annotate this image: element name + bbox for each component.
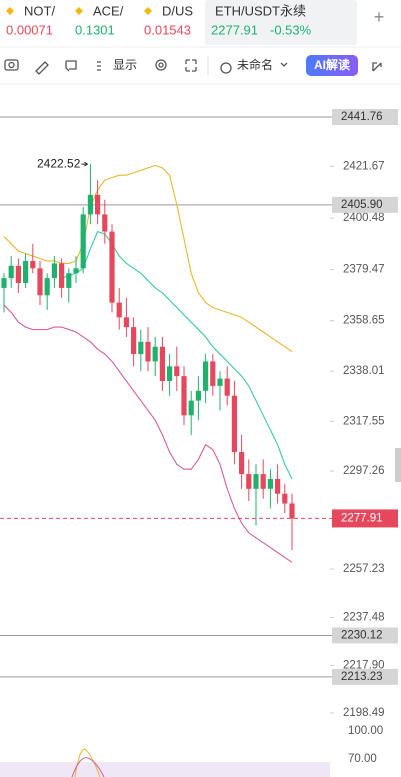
add-tab[interactable]: + xyxy=(374,7,385,27)
candle-body xyxy=(167,366,173,382)
layout-name[interactable]: 未命名 xyxy=(237,57,273,72)
y-tick-label: 2358.65 xyxy=(343,315,385,327)
coin-icon xyxy=(6,7,14,15)
y-tick-label: 2338.01 xyxy=(343,365,385,377)
candle-body xyxy=(203,361,209,391)
indicator-line xyxy=(74,748,101,777)
candle-body xyxy=(239,452,245,475)
tab-price: 0.01543 xyxy=(144,22,191,37)
price-line-label: 2441.76 xyxy=(341,111,383,123)
price-line-label-box xyxy=(332,109,398,126)
candle-body xyxy=(224,378,230,396)
price-line-label: 2213.23 xyxy=(341,671,383,683)
candle-body xyxy=(181,376,187,416)
candle-body xyxy=(87,194,93,215)
candle-body xyxy=(195,390,201,401)
candle-body xyxy=(59,263,65,288)
price-line-label-box xyxy=(332,196,398,213)
y-tick-label: 2317.55 xyxy=(343,415,385,427)
y-tick-label: 2198.49 xyxy=(343,707,385,719)
candle-body xyxy=(44,278,50,296)
candle-body xyxy=(152,346,158,362)
tab-price: 0.1301 xyxy=(75,22,115,37)
price-line-label: 2230.12 xyxy=(341,630,383,642)
indicator-tick-label: 70.00 xyxy=(348,753,377,765)
candle-body xyxy=(131,327,137,355)
candle-body xyxy=(109,231,115,303)
candle-body xyxy=(51,263,57,279)
last-price-box xyxy=(332,509,398,528)
y-tick-label: 2379.47 xyxy=(343,264,385,276)
toolbar-icons[interactable] xyxy=(4,59,382,75)
candle-body xyxy=(289,503,295,519)
overlay-line xyxy=(3,304,293,563)
max-label: 2422.52 xyxy=(37,156,81,170)
candle-body xyxy=(66,273,72,288)
candle-body xyxy=(80,214,86,269)
overlay-line xyxy=(3,164,293,353)
y-tick-label: 2421.67 xyxy=(343,160,385,172)
candle-body xyxy=(73,268,79,274)
active-tab-change: -0.53% xyxy=(270,22,312,37)
candle-body xyxy=(282,493,288,504)
candle-body xyxy=(275,479,281,494)
price-line-label-box xyxy=(332,627,398,644)
coin-icon xyxy=(75,7,83,15)
candle-body xyxy=(30,260,36,269)
y-tick-label: 2297.26 xyxy=(343,465,385,477)
y-tick-label: 2217.90 xyxy=(343,659,385,671)
tab-name: D/US xyxy=(162,3,193,18)
candle-body xyxy=(123,317,129,328)
candle-body xyxy=(102,214,108,232)
tab-name: NOT/ xyxy=(24,3,55,18)
y-tick-label: 2257.23 xyxy=(343,563,385,575)
indicator-line xyxy=(71,757,105,777)
y-tick-label: 2237.48 xyxy=(343,612,385,624)
candle-body xyxy=(267,479,273,489)
tab-price: 0.00071 xyxy=(6,22,53,37)
candle-body xyxy=(260,474,266,489)
candle-body xyxy=(253,474,259,489)
ai-button[interactable] xyxy=(306,55,358,76)
active-tab-price: 2277.91 xyxy=(211,22,258,37)
indicator-tick-label: 100.00 xyxy=(348,725,383,737)
candle-body xyxy=(188,400,194,416)
candle-body xyxy=(1,278,7,288)
candle-body xyxy=(23,260,29,284)
display-button[interactable]: 显示 xyxy=(113,58,137,72)
candle-body xyxy=(138,341,144,355)
tab-name: ACE/ xyxy=(93,3,124,18)
indicator-band xyxy=(0,762,330,777)
candle-body xyxy=(8,265,14,279)
candle-body xyxy=(246,474,252,489)
candle-body xyxy=(37,268,43,296)
candle-body xyxy=(159,346,165,382)
candle-body xyxy=(231,395,237,453)
active-tab[interactable] xyxy=(205,0,357,45)
price-line-label-box xyxy=(332,668,398,685)
active-tab-name: ETH/USDT永续 xyxy=(215,3,306,18)
ai-button-label: AI解读 xyxy=(314,57,350,72)
coin-icon xyxy=(144,7,152,15)
candle-body xyxy=(145,341,151,362)
overlay-line xyxy=(61,230,293,480)
candle-body xyxy=(217,378,223,386)
candle-body xyxy=(116,302,122,318)
scroll-handle[interactable] xyxy=(395,448,401,482)
price-line-label: 2405.90 xyxy=(341,199,383,211)
candle-body xyxy=(174,366,180,377)
y-tick-label: 2400.48 xyxy=(343,212,385,224)
last-price-label: 2277.91 xyxy=(341,512,383,524)
max-arrow xyxy=(81,161,89,167)
candle-body xyxy=(15,265,21,284)
candle-body xyxy=(210,361,216,386)
candle-body xyxy=(95,194,101,215)
